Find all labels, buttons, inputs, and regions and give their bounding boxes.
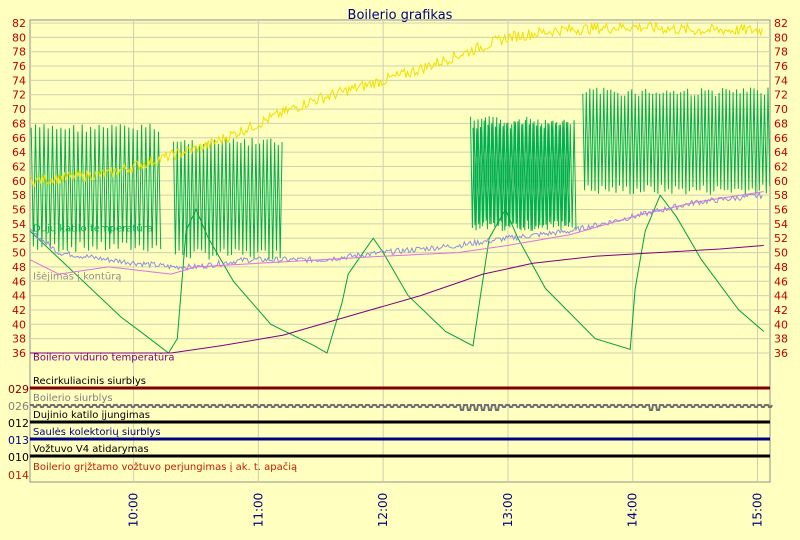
y-tick-label-left: 68 bbox=[12, 117, 26, 130]
y-tick-label-right: 40 bbox=[774, 318, 788, 331]
x-tick-label: 10:00 bbox=[127, 493, 141, 528]
y-tick-label-left: 52 bbox=[12, 232, 26, 245]
series-labels: Dujų katilo temperatūra Išėjimas į kontūr… bbox=[33, 223, 175, 363]
y-tick-label-left: 58 bbox=[12, 189, 26, 202]
y-tick-label-left: 76 bbox=[12, 60, 26, 73]
y-tick-label-right: 48 bbox=[774, 261, 788, 274]
y-tick-label-left: 82 bbox=[12, 17, 26, 30]
digital-row-code: 012 bbox=[8, 417, 29, 430]
series-line bbox=[30, 244, 764, 354]
x-tick-label: 12:00 bbox=[376, 493, 390, 528]
y-tick-label-right: 54 bbox=[774, 218, 788, 231]
y-tick-label-left: 72 bbox=[12, 89, 26, 102]
series-label: Išėjimas į kontūrą bbox=[33, 271, 121, 283]
y-tick-label-right: 56 bbox=[774, 204, 788, 217]
y-tick-label-right: 46 bbox=[774, 275, 788, 288]
y-tick-label-right: 74 bbox=[774, 74, 788, 87]
digital-bar bbox=[30, 404, 773, 411]
digital-row-label: Boilerio siurblys bbox=[33, 393, 113, 404]
y-tick-label-right: 68 bbox=[774, 117, 788, 130]
digital-row-code: 013 bbox=[8, 434, 29, 447]
y-tick-label-right: 76 bbox=[774, 60, 788, 73]
series-line bbox=[29, 191, 764, 275]
x-tick-label: 13:00 bbox=[501, 493, 515, 528]
y-tick-label-right: 72 bbox=[774, 89, 788, 102]
series-line bbox=[29, 21, 763, 187]
y-tick-label-left: 78 bbox=[12, 46, 26, 59]
digital-row-code: 010 bbox=[8, 451, 29, 464]
y-tick-label-right: 70 bbox=[774, 103, 788, 116]
x-tick-label: 15:00 bbox=[751, 493, 765, 528]
y-tick-label-left: 46 bbox=[12, 275, 26, 288]
series-label: Dujų katilo temperatūra bbox=[33, 223, 153, 234]
x-tick-label: 14:00 bbox=[626, 493, 640, 528]
y-tick-label-left: 48 bbox=[12, 261, 26, 274]
y-tick-label-right: 64 bbox=[774, 146, 788, 159]
y-tick-label-left: 70 bbox=[12, 103, 26, 116]
y-tick-label-left: 40 bbox=[12, 318, 26, 331]
y-tick-label-right: 44 bbox=[774, 290, 788, 303]
digital-row-label: Saulės kolektorių siurblys bbox=[33, 427, 161, 438]
y-tick-label-right: 50 bbox=[774, 247, 788, 260]
series-line bbox=[29, 194, 765, 354]
digital-rows: Recirkuliacinis siurblys 029 Boilerio siur… bbox=[8, 376, 773, 482]
y-tick-label-left: 62 bbox=[12, 160, 26, 173]
series-line bbox=[29, 191, 763, 271]
digital-row-code: 026 bbox=[8, 400, 29, 413]
y-tick-label-right: 80 bbox=[774, 31, 788, 44]
digital-row-code: 029 bbox=[8, 383, 29, 396]
y-tick-label-right: 66 bbox=[774, 132, 788, 145]
y-tick-label-right: 42 bbox=[774, 304, 788, 317]
y-tick-label-left: 50 bbox=[12, 247, 26, 260]
x-tick-label: 11:00 bbox=[251, 493, 265, 528]
series-label: Boilerio vidurio temperatūra bbox=[33, 353, 175, 364]
y-tick-label-right: 62 bbox=[774, 160, 788, 173]
y-tick-label-left: 38 bbox=[12, 333, 26, 346]
y-tick-label-left: 60 bbox=[12, 175, 26, 188]
y-tick-label-right: 52 bbox=[774, 232, 788, 245]
digital-row-label: Boilerio grįžtamo vožtuvo perjungimas į … bbox=[33, 461, 297, 473]
y-tick-label-left: 54 bbox=[12, 218, 26, 231]
y-tick-label-left: 74 bbox=[12, 74, 26, 87]
y-tick-label-left: 44 bbox=[12, 290, 26, 303]
y-tick-label-left: 36 bbox=[12, 347, 26, 360]
series-line bbox=[30, 87, 771, 260]
digital-row-code: 014 bbox=[8, 469, 29, 482]
y-tick-label-right: 38 bbox=[774, 333, 788, 346]
digital-row-label: Dujinio katilo įjungimas bbox=[33, 410, 150, 421]
y-tick-label-left: 80 bbox=[12, 31, 26, 44]
y-tick-label-left: 56 bbox=[12, 204, 26, 217]
y-tick-label-right: 78 bbox=[774, 46, 788, 59]
y-tick-label-right: 36 bbox=[774, 347, 788, 360]
y-tick-label-right: 60 bbox=[774, 175, 788, 188]
y-tick-label-right: 58 bbox=[774, 189, 788, 202]
y-tick-label-left: 66 bbox=[12, 132, 26, 145]
chart-title: Boilerio grafikas bbox=[348, 8, 453, 23]
digital-row-label: Recirkuliacinis siurblys bbox=[33, 376, 146, 387]
digital-row-label: Vožtuvo V4 atidarymas bbox=[33, 443, 149, 455]
y-tick-label-right: 82 bbox=[774, 17, 788, 30]
y-tick-label-left: 64 bbox=[12, 146, 26, 159]
y-tick-label-left: 42 bbox=[12, 304, 26, 317]
series-lines bbox=[29, 21, 771, 354]
plot-frame bbox=[29, 19, 771, 483]
